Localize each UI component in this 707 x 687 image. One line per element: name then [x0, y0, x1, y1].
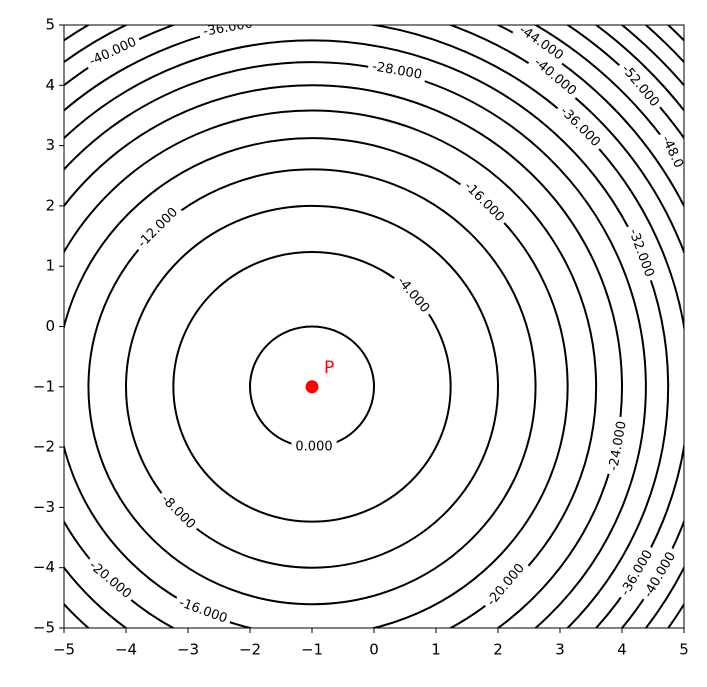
contour-line — [64, 61, 647, 628]
label-gap — [655, 129, 684, 175]
contour-label: -4.000 — [394, 274, 432, 316]
contour-label: -32.000 — [625, 227, 656, 279]
label-gap — [291, 438, 337, 456]
contour-label: -52.000 — [618, 62, 662, 110]
label-gap — [614, 58, 666, 114]
x-tick-label: 0 — [369, 641, 379, 659]
label-gap — [172, 593, 234, 628]
point-marker — [305, 380, 319, 394]
contour-label-group: -36.000 — [553, 100, 607, 154]
label-gap — [480, 557, 532, 613]
label-gap — [457, 175, 511, 229]
label-gap — [131, 201, 185, 255]
contour-label: -20.000 — [484, 561, 528, 609]
contour-label-group: -16.000 — [172, 593, 234, 628]
x-tick-label: 5 — [679, 641, 689, 659]
contour-line — [64, 84, 623, 628]
contour-line — [64, 137, 569, 628]
y-tick-label: 4 — [45, 76, 55, 94]
contour-line — [64, 39, 670, 628]
contour-label-group: -12.000 — [131, 201, 185, 255]
contour-label-group: -4.000 — [390, 270, 436, 320]
y-tick-label: −3 — [33, 498, 55, 516]
contour-label: -12.000 — [135, 205, 181, 251]
y-tick-label: 5 — [45, 16, 55, 34]
label-gap — [366, 57, 428, 85]
y-tick-label: −4 — [33, 558, 55, 576]
x-tick-label: −5 — [53, 641, 75, 659]
y-tick-label: 2 — [45, 196, 55, 214]
x-tick-label: −1 — [301, 641, 323, 659]
y-tick-label: −1 — [33, 377, 55, 395]
contour-label-group: 0.000 — [291, 438, 337, 456]
x-tick-label: 1 — [431, 641, 441, 659]
point-label: P — [324, 358, 334, 378]
y-tick-label: −2 — [33, 438, 55, 456]
label-gap — [553, 100, 607, 154]
contour-label: -16.000 — [177, 595, 229, 626]
contour-label: 0.000 — [295, 440, 332, 455]
contour-label-group: -8.000 — [154, 488, 202, 536]
contour-line — [172, 250, 452, 523]
y-tick-label: 3 — [45, 136, 55, 154]
contour-label-group: -36.000 — [197, 25, 259, 42]
contour-label-group: -28.000 — [366, 57, 428, 85]
contour-label-group: -24.000 — [604, 415, 632, 477]
contour-line — [64, 109, 598, 628]
label-gap — [83, 32, 143, 72]
label-gap — [527, 51, 583, 103]
contour-label-group: -40.000 — [83, 32, 143, 72]
contour-label: -20.000 — [86, 558, 134, 602]
x-tick-label: −2 — [239, 641, 261, 659]
contour-label-group: -16.000 — [457, 175, 511, 229]
axes-frame — [63, 24, 685, 629]
label-gap — [390, 270, 436, 320]
contour-line — [87, 168, 537, 606]
contour-label: -48.0 — [658, 134, 686, 171]
x-tick-label: −4 — [115, 641, 137, 659]
contour-line — [125, 204, 499, 569]
contour-label-group: -52.000 — [614, 58, 666, 114]
x-tick-label: −3 — [177, 641, 199, 659]
y-tick-label: 1 — [45, 257, 55, 275]
label-gap — [604, 415, 632, 477]
label-gap — [512, 25, 570, 67]
label-gap — [82, 554, 138, 606]
contour-label: -16.000 — [461, 179, 507, 225]
label-gap — [197, 25, 259, 42]
label-gap — [615, 543, 659, 603]
x-tick-label: 2 — [493, 641, 503, 659]
x-tick-label: 4 — [617, 641, 627, 659]
x-tick-label: 3 — [555, 641, 565, 659]
label-gap — [623, 222, 659, 284]
label-gap — [638, 545, 682, 605]
y-tick-label: 0 — [45, 317, 55, 335]
label-gap — [154, 488, 202, 536]
y-tick-label: −5 — [33, 619, 55, 637]
contour-label: -8.000 — [158, 492, 198, 532]
